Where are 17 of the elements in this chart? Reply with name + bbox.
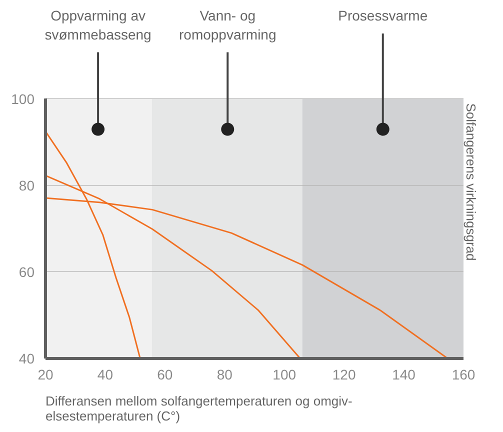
x-tick-label: 100 [272, 366, 296, 382]
annotation: Vann- og romoppvarming [179, 8, 276, 43]
annotation: Oppvarming av svømmebasseng [44, 8, 152, 43]
annotation: Prosessvarme [338, 8, 428, 24]
y-tick-label: 80 [18, 177, 35, 194]
y-tick-label: 100 [11, 90, 35, 107]
x-axis-title: Differansen mellom solfangertemperaturen og omgiv- elsestemperaturen (C°) [46, 394, 352, 424]
x-tick-label: 140 [392, 366, 416, 382]
y-tick-label: 40 [18, 350, 35, 366]
y-axis-title: Solfangerens virkningsgrad [464, 103, 478, 261]
y-tick-label: 60 [18, 264, 35, 280]
x-tick-label: 120 [332, 366, 356, 382]
x-tick-label: 80 [216, 366, 233, 382]
x-tick-label: 160 [452, 366, 476, 382]
x-tick-label: 40 [97, 366, 114, 382]
x-tick-label: 20 [38, 366, 54, 382]
x-tick-label: 60 [157, 366, 173, 382]
